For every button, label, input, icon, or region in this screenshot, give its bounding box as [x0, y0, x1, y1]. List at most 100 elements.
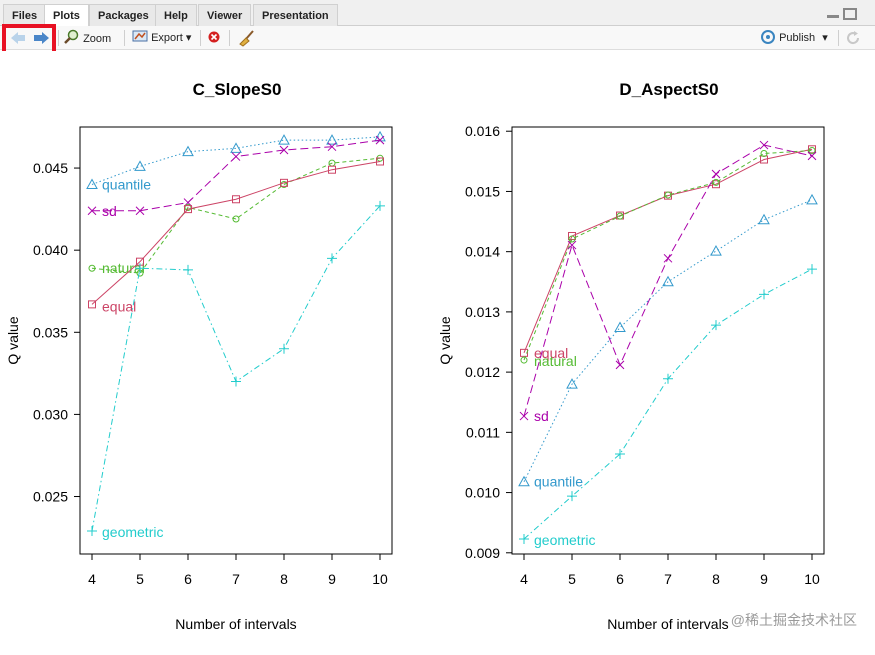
y-tick-label: 0.015: [465, 183, 500, 199]
remove-plot-button[interactable]: [207, 29, 221, 47]
tab-packages[interactable]: Packages: [89, 4, 158, 26]
geometric-series-label: geometric: [534, 532, 595, 548]
equal-series-label: equal: [534, 345, 568, 361]
next-plot-button[interactable]: [32, 29, 50, 47]
geometric-point: [567, 491, 577, 502]
geometric-point: [327, 253, 337, 264]
sd-point: [375, 135, 385, 145]
x-tick-label: 7: [232, 571, 240, 587]
publish-button[interactable]: Publish ▾: [760, 29, 828, 47]
tab-files[interactable]: Files: [3, 4, 47, 26]
sd-point: [807, 151, 817, 161]
geometric-point: [519, 533, 529, 544]
toolbar-separator: [58, 30, 59, 46]
zoom-icon: [64, 29, 79, 44]
tab-presentation[interactable]: Presentation: [253, 4, 338, 26]
equal-point: [520, 348, 528, 357]
geometric-point: [375, 200, 385, 211]
quantile-point: [374, 130, 386, 142]
export-caret: ▾: [185, 32, 192, 44]
sd-point: [87, 206, 97, 216]
y-tick-label: 0.014: [465, 244, 500, 260]
previous-plot-button[interactable]: [10, 29, 26, 47]
quantile-point: [230, 142, 242, 153]
export-button[interactable]: Export ▾: [132, 29, 191, 47]
geometric-point: [711, 320, 721, 331]
equal-point: [808, 145, 816, 154]
arrow-left-icon: [11, 32, 25, 44]
sd-point: [567, 240, 577, 250]
toolbar-separator: [124, 30, 125, 46]
export-icon: [132, 30, 148, 42]
geometric-point: [759, 289, 769, 300]
natural-point: [88, 264, 96, 272]
natural-point: [616, 212, 624, 220]
geometric-point: [279, 343, 289, 354]
geometric-point: [231, 376, 241, 387]
y-tick-label: 0.012: [465, 364, 500, 380]
x-tick-label: 10: [804, 571, 820, 587]
quantile-point: [710, 245, 722, 256]
x-tick-label: 9: [760, 571, 768, 587]
sd-point: [231, 152, 241, 161]
geometric-point: [615, 449, 625, 460]
x-tick-label: 9: [328, 571, 336, 587]
natural-series-label: natural: [102, 260, 145, 276]
quantile-series-label: quantile: [534, 474, 583, 490]
y-tick-label: 0.016: [465, 123, 500, 139]
publish-icon: [761, 30, 775, 44]
maximize-pane-icon[interactable]: [843, 8, 857, 20]
y-tick-label: 0.010: [465, 485, 500, 501]
refresh-plot-button[interactable]: [845, 29, 861, 47]
plot-viewer: C_SlopeS0 4 5 6 7 8 9 10 0.025 0.030 0.035 0.040 0.0…: [0, 51, 875, 650]
natural-series-label: natural: [534, 353, 577, 369]
sd-point: [135, 206, 145, 216]
natural-point: [568, 235, 576, 243]
quantile-point: [806, 193, 818, 205]
natural-point: [760, 149, 768, 157]
plot-canvas: C_SlopeS0 4 5 6 7 8 9 10 0.025 0.030 0.035 0.040 0.0…: [5, 80, 825, 632]
quantile-point: [86, 178, 98, 189]
zoom-button[interactable]: Zoom: [64, 29, 111, 47]
y-tick-label: 0.011: [466, 424, 500, 440]
x-tick-label: 10: [372, 571, 388, 587]
sd-series-line: [92, 139, 381, 212]
tab-help[interactable]: Help: [155, 4, 197, 26]
sd-series-label: sd: [102, 203, 117, 219]
watermark-text: @稀土掘金技术社区: [730, 612, 857, 628]
publish-label: Publish: [779, 32, 816, 44]
minimize-pane-icon[interactable]: [826, 8, 840, 20]
toolbar-separator: [200, 30, 201, 46]
toolbar-separator: [838, 30, 839, 46]
geometric-point: [183, 264, 193, 275]
sd-point: [663, 253, 673, 263]
quantile-series-label: quantile: [102, 176, 151, 192]
geometric-point: [807, 264, 817, 275]
quantile-point: [566, 378, 578, 389]
sd-point: [279, 145, 289, 155]
equal-series-line: [523, 148, 813, 354]
x-axis-label: Number of intervals: [607, 616, 728, 632]
natural-point: [712, 178, 720, 186]
plot-frame: [511, 126, 825, 555]
pane-tab-bar: Files Plots Packages Help Viewer Present…: [0, 0, 875, 27]
y-tick-label: 0.040: [33, 242, 68, 258]
sd-point: [327, 142, 337, 152]
equal-point: [328, 165, 336, 174]
geometric-series-label: geometric: [102, 524, 163, 540]
y-tick-label: 0.045: [33, 160, 68, 176]
quantile-point: [614, 321, 626, 333]
clear-all-plots-button[interactable]: [237, 29, 257, 47]
toolbar-separator: [229, 30, 230, 46]
quantile-point: [662, 275, 674, 287]
tab-plots[interactable]: Plots: [44, 4, 89, 27]
x-tick-label: 8: [280, 571, 288, 587]
equal-series-line: [91, 160, 381, 305]
x-axis-label: Number of intervals: [175, 616, 296, 632]
sd-point: [519, 411, 529, 421]
geometric-point: [135, 263, 145, 274]
chart-title: C_SlopeS0: [193, 80, 282, 99]
broom-icon: [239, 30, 254, 47]
y-tick-label: 0.035: [33, 324, 68, 340]
tab-viewer[interactable]: Viewer: [198, 4, 252, 26]
